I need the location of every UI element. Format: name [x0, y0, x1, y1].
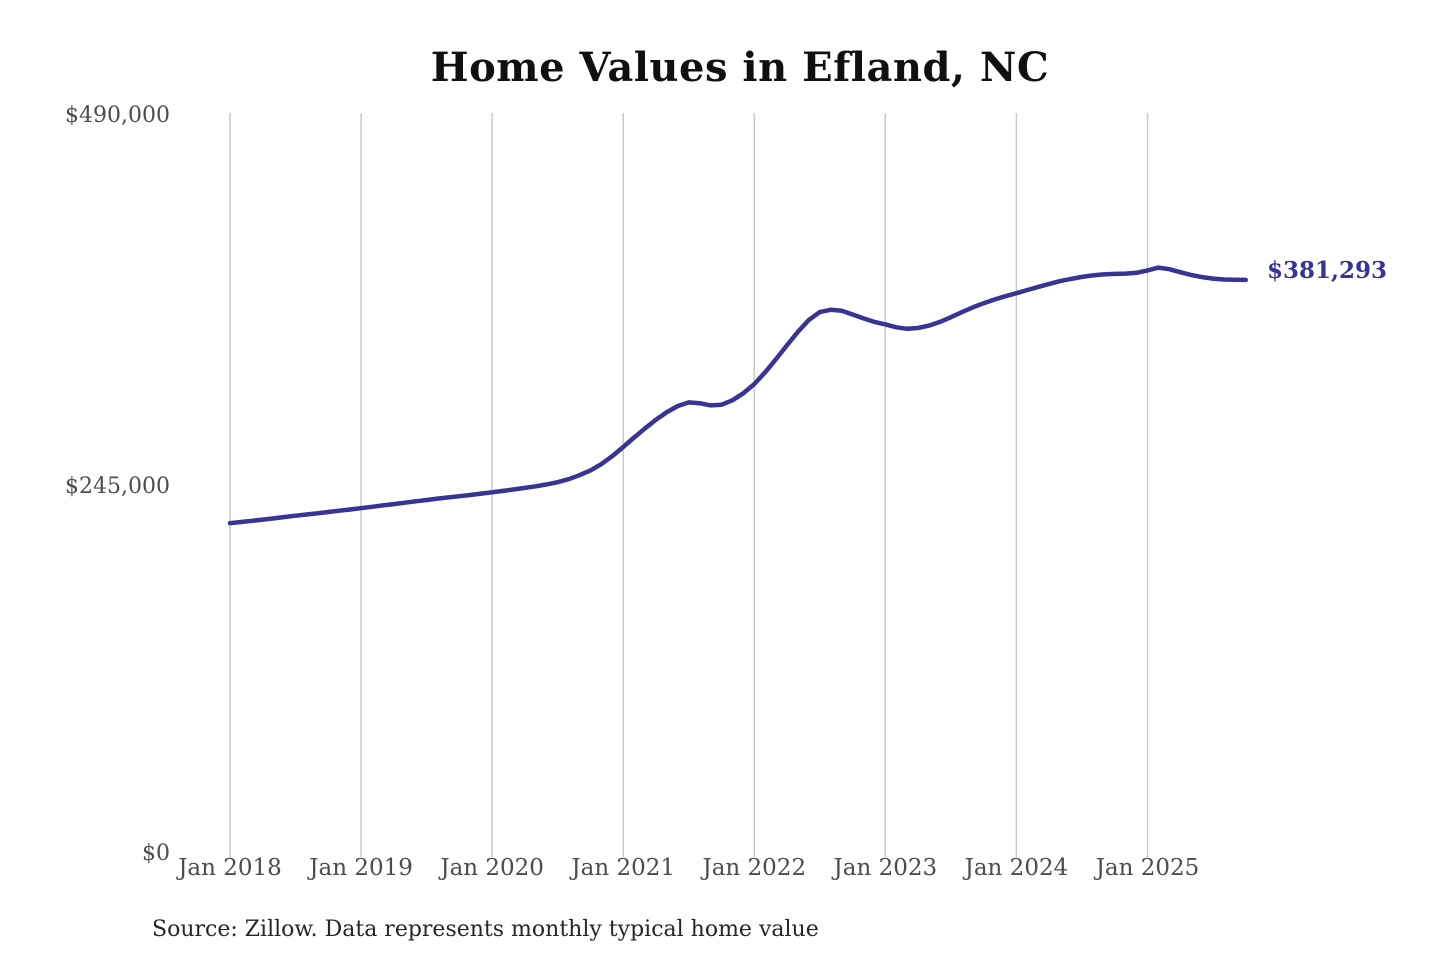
home-value-line — [227, 265, 1249, 526]
x-tick-label: Jan 2022 — [702, 855, 807, 881]
x-tick-label: Jan 2025 — [1095, 855, 1200, 881]
chart-title: Home Values in Efland, NC — [430, 44, 1050, 91]
x-tick-label: Jan 2018 — [178, 855, 282, 881]
x-tick-label: Jan 2024 — [964, 855, 1069, 881]
x-tick-label: Jan 2019 — [309, 855, 413, 881]
y-tick-label-mid: $245,000 — [65, 474, 170, 499]
x-tick-label: Jan 2020 — [440, 855, 544, 881]
x-tick-label: Jan 2023 — [833, 855, 938, 881]
source-note: Source: Zillow. Data represents monthly … — [152, 917, 819, 942]
y-tick-label-zero: $0 — [142, 841, 170, 866]
end-value-label: $381,293 — [1267, 257, 1388, 284]
x-tick-label: Jan 2021 — [571, 855, 675, 881]
y-tick-label-max: $490,000 — [65, 103, 170, 128]
